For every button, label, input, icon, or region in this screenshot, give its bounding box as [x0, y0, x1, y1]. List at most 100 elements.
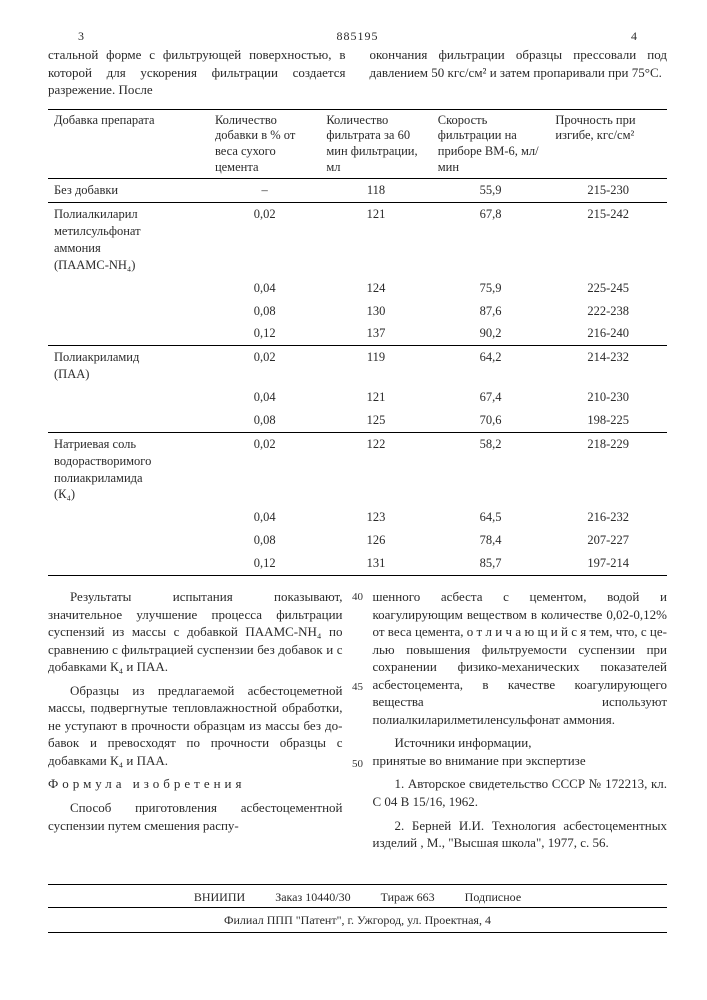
table-row: Натриевая соль водорастворимого полиакри…: [48, 432, 667, 506]
cell-additive: [48, 386, 209, 409]
cell-value: 55,9: [432, 179, 550, 203]
intro-columns: стальной форме с фильтрующей поверх­ност…: [48, 46, 667, 99]
cell-additive: Без добавки: [48, 179, 209, 203]
left-p2: Образцы из предлагаемой асбесто­цеметной…: [48, 682, 343, 770]
patent-page: 3 885195 4 стальной форме с фильтрующей …: [0, 0, 707, 1000]
intro-left-text: стальной форме с фильтрующей поверх­ност…: [48, 46, 346, 99]
table-row: 0,0812678,4207-227: [48, 529, 667, 552]
cell-value: 87,6: [432, 300, 550, 323]
gutter-40: 40: [349, 590, 367, 618]
cell-value: 210-230: [549, 386, 667, 409]
cell-value: 0,02: [209, 432, 320, 506]
cell-value: 124: [320, 277, 431, 300]
footer-sub: Подписное: [465, 889, 522, 905]
cell-value: 123: [320, 506, 431, 529]
cell-value: 225-245: [549, 277, 667, 300]
footer-org: ВНИИПИ: [194, 889, 245, 905]
cell-value: 90,2: [432, 322, 550, 345]
cell-additive: [48, 506, 209, 529]
body-columns: Результаты испытания показывают, значите…: [48, 588, 667, 858]
body-left: Результаты испытания показывают, значите…: [48, 588, 343, 858]
cell-value: 121: [320, 203, 431, 277]
footer-tirazh: Тираж 663: [381, 889, 435, 905]
cell-value: 197-214: [549, 552, 667, 575]
cell-value: 67,4: [432, 386, 550, 409]
cell-value: 222-238: [549, 300, 667, 323]
cell-value: 118: [320, 179, 431, 203]
cell-value: 215-242: [549, 203, 667, 277]
cell-value: –: [209, 179, 320, 203]
gutter-50: 50: [349, 757, 367, 772]
cell-additive: [48, 322, 209, 345]
cell-additive: Натриевая соль водорастворимого полиакри…: [48, 432, 209, 506]
cell-additive: Полиалкиларил­ метилсульфонат аммония (П…: [48, 203, 209, 277]
page-right: 4: [631, 28, 637, 44]
cell-value: 0,08: [209, 300, 320, 323]
formula-heading: Формула изобретения: [48, 775, 343, 793]
cell-value: 0,08: [209, 409, 320, 432]
page-numbers: 3 885195 4: [48, 28, 667, 44]
cell-value: 125: [320, 409, 431, 432]
table-row: 0,1213185,7197-214: [48, 552, 667, 575]
cell-value: 119: [320, 346, 431, 386]
footer-address: Филиал ППП "Патент", г. Ужгород, ул. Про…: [224, 912, 491, 928]
cell-value: 67,8: [432, 203, 550, 277]
results-table: Добавка препа­рата Количество добавки в …: [48, 109, 667, 576]
cell-value: 0,04: [209, 277, 320, 300]
cell-value: 85,7: [432, 552, 550, 575]
gutter-numbers: 40 45 50: [349, 588, 367, 858]
footer-order: Заказ 10440/30: [275, 889, 350, 905]
cell-value: 64,5: [432, 506, 550, 529]
sources-title: Источники информации, принятые во вниман…: [373, 734, 668, 769]
cell-additive: Полиакриламид (ПАА): [48, 346, 209, 386]
body-right: шенного асбеста с цементом, водой и коаг…: [373, 588, 668, 858]
cell-value: 0,02: [209, 203, 320, 277]
cell-value: 0,02: [209, 346, 320, 386]
cell-additive: [48, 300, 209, 323]
right-p1: шенного асбеста с цементом, водой и коаг…: [373, 588, 668, 728]
intro-right: окончания фильтрации образцы прессо­вали…: [370, 46, 668, 99]
intro-left: стальной форме с фильтрующей поверх­ност…: [48, 46, 346, 99]
cell-value: 137: [320, 322, 431, 345]
cell-value: 0,12: [209, 322, 320, 345]
table-body: Без добавки–11855,9215-230Полиалкиларил­…: [48, 179, 667, 576]
cell-value: 0,04: [209, 506, 320, 529]
cell-value: 122: [320, 432, 431, 506]
footer-line-1: ВНИИПИ Заказ 10440/30 Тираж 663 Подписно…: [48, 884, 667, 905]
cell-additive: [48, 552, 209, 575]
cell-value: 216-240: [549, 322, 667, 345]
cell-value: 0,12: [209, 552, 320, 575]
table-row: 0,0412167,4210-230: [48, 386, 667, 409]
table-row: 0,0812570,6198-225: [48, 409, 667, 432]
cell-value: 75,9: [432, 277, 550, 300]
footer-line-2: Филиал ППП "Патент", г. Ужгород, ул. Про…: [48, 907, 667, 933]
cell-value: 130: [320, 300, 431, 323]
cell-value: 58,2: [432, 432, 550, 506]
cell-value: 70,6: [432, 409, 550, 432]
cell-additive: [48, 277, 209, 300]
gutter-45: 45: [349, 680, 367, 695]
cell-value: 121: [320, 386, 431, 409]
table-row: 0,0813087,6222-238: [48, 300, 667, 323]
footer: ВНИИПИ Заказ 10440/30 Тираж 663 Подписно…: [48, 884, 667, 933]
table-row: Без добавки–11855,9215-230: [48, 179, 667, 203]
cell-value: 215-230: [549, 179, 667, 203]
page-left: 3: [78, 28, 84, 44]
cell-value: 126: [320, 529, 431, 552]
th-filtrate: Количество фильтрата за 60 мин фильтра­ц…: [320, 109, 431, 179]
table-row: Полиакриламид (ПАА)0,0211964,2214-232: [48, 346, 667, 386]
cell-value: 198-225: [549, 409, 667, 432]
cell-value: 64,2: [432, 346, 550, 386]
left-p1: Результаты испытания показывают, значите…: [48, 588, 343, 676]
th-amount: Количество добавки в % от веса су­хого ц…: [209, 109, 320, 179]
patent-number: 885195: [337, 28, 379, 44]
table-row: 0,0412475,9225-245: [48, 277, 667, 300]
source-2: 2. Берней И.И. Технология асбес­тоцемент…: [373, 817, 668, 852]
cell-value: 0,08: [209, 529, 320, 552]
cell-value: 0,04: [209, 386, 320, 409]
cell-additive: [48, 409, 209, 432]
th-additive: Добавка препа­рата: [48, 109, 209, 179]
table-row: Полиалкиларил­ метилсульфонат аммония (П…: [48, 203, 667, 277]
th-speed: Скорость фильтрации на приборе ВМ-6, мл/…: [432, 109, 550, 179]
cell-value: 218-229: [549, 432, 667, 506]
